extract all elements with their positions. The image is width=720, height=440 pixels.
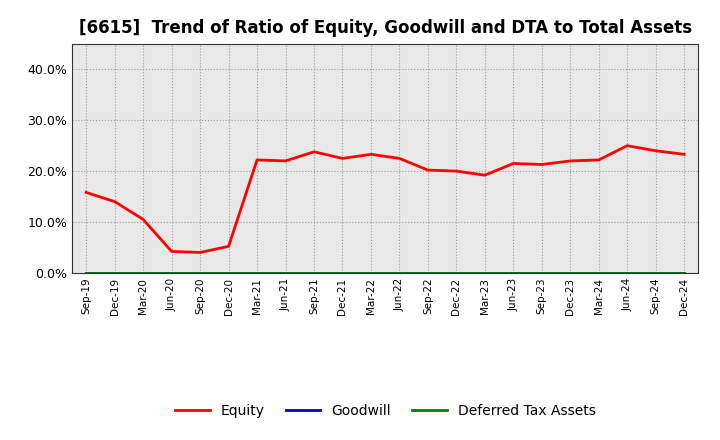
Deferred Tax Assets: [595, 270, 603, 275]
Deferred Tax Assets: [82, 270, 91, 275]
Deferred Tax Assets: [566, 270, 575, 275]
Deferred Tax Assets: [680, 270, 688, 275]
Goodwill: [110, 270, 119, 275]
Deferred Tax Assets: [110, 270, 119, 275]
Equity: [366, 152, 375, 157]
Deferred Tax Assets: [167, 270, 176, 275]
Goodwill: [282, 270, 290, 275]
Goodwill: [139, 270, 148, 275]
Goodwill: [82, 270, 91, 275]
Goodwill: [566, 270, 575, 275]
Equity: [82, 190, 91, 195]
Goodwill: [196, 270, 204, 275]
Title: [6615]  Trend of Ratio of Equity, Goodwill and DTA to Total Assets: [6615] Trend of Ratio of Equity, Goodwil…: [78, 19, 692, 37]
Equity: [480, 172, 489, 178]
Deferred Tax Assets: [423, 270, 432, 275]
Deferred Tax Assets: [338, 270, 347, 275]
Deferred Tax Assets: [480, 270, 489, 275]
Line: Equity: Equity: [86, 146, 684, 253]
Equity: [196, 250, 204, 255]
Equity: [139, 217, 148, 222]
Goodwill: [452, 270, 461, 275]
Goodwill: [680, 270, 688, 275]
Goodwill: [652, 270, 660, 275]
Equity: [310, 149, 318, 154]
Goodwill: [623, 270, 631, 275]
Equity: [225, 244, 233, 249]
Deferred Tax Assets: [196, 270, 204, 275]
Equity: [595, 157, 603, 162]
Deferred Tax Assets: [537, 270, 546, 275]
Deferred Tax Assets: [623, 270, 631, 275]
Deferred Tax Assets: [139, 270, 148, 275]
Goodwill: [253, 270, 261, 275]
Goodwill: [310, 270, 318, 275]
Goodwill: [595, 270, 603, 275]
Equity: [537, 162, 546, 167]
Deferred Tax Assets: [652, 270, 660, 275]
Goodwill: [537, 270, 546, 275]
Deferred Tax Assets: [452, 270, 461, 275]
Equity: [652, 148, 660, 154]
Equity: [509, 161, 518, 166]
Goodwill: [366, 270, 375, 275]
Equity: [167, 249, 176, 254]
Deferred Tax Assets: [366, 270, 375, 275]
Goodwill: [225, 270, 233, 275]
Deferred Tax Assets: [310, 270, 318, 275]
Equity: [423, 168, 432, 173]
Equity: [253, 157, 261, 162]
Equity: [338, 156, 347, 161]
Equity: [680, 152, 688, 157]
Equity: [566, 158, 575, 164]
Equity: [395, 156, 404, 161]
Goodwill: [338, 270, 347, 275]
Goodwill: [167, 270, 176, 275]
Goodwill: [509, 270, 518, 275]
Legend: Equity, Goodwill, Deferred Tax Assets: Equity, Goodwill, Deferred Tax Assets: [169, 399, 601, 424]
Goodwill: [480, 270, 489, 275]
Goodwill: [395, 270, 404, 275]
Goodwill: [423, 270, 432, 275]
Equity: [110, 199, 119, 204]
Deferred Tax Assets: [395, 270, 404, 275]
Equity: [282, 158, 290, 164]
Equity: [623, 143, 631, 148]
Deferred Tax Assets: [225, 270, 233, 275]
Deferred Tax Assets: [282, 270, 290, 275]
Deferred Tax Assets: [253, 270, 261, 275]
Equity: [452, 169, 461, 174]
Deferred Tax Assets: [509, 270, 518, 275]
